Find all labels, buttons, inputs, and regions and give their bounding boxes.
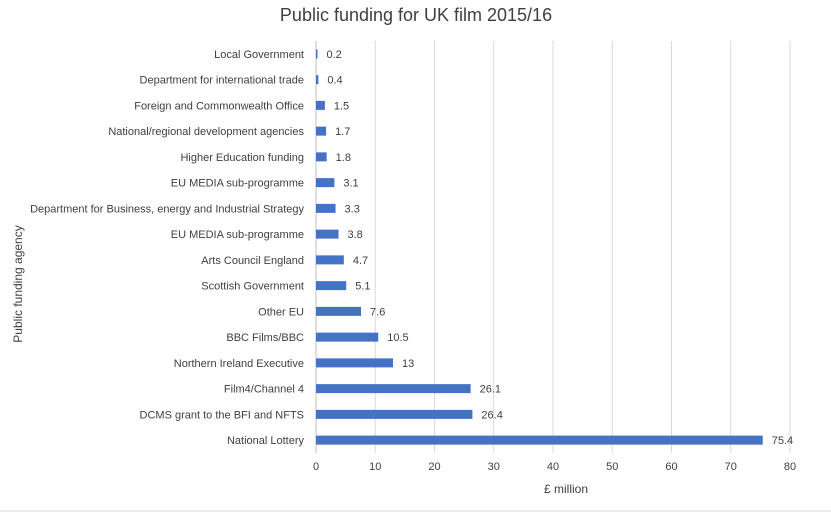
bar [316,229,339,239]
data-label: 1.8 [336,152,351,164]
bar [316,255,344,265]
data-label: 13 [402,358,414,370]
data-label: 26.4 [481,409,502,421]
bar [316,306,362,316]
data-label: 0.4 [327,75,342,87]
category-label: EU MEDIA sub-programme [171,229,304,241]
bar [316,49,318,59]
category-label: DCMS grant to the BFI and NFTS [140,409,304,421]
chart-title: Public funding for UK film 2015/16 [280,5,552,25]
bar [316,100,325,110]
data-label: 0.2 [327,49,342,61]
category-label: Local Government [214,49,304,61]
x-tick-label: 40 [547,461,559,473]
data-label: 3.8 [348,229,363,241]
category-label: BBC Films/BBC [226,332,304,344]
x-tick-label: 20 [428,461,440,473]
x-tick-label: 10 [369,461,381,473]
x-tick-label: 70 [725,461,737,473]
x-axis-title: £ million [544,482,588,496]
data-label: 75.4 [772,435,793,447]
category-label: Higher Education funding [180,152,304,164]
y-axis-title: Public funding agency [11,225,25,342]
bar [316,384,471,394]
category-label: EU MEDIA sub-programme [171,178,304,190]
category-label: Foreign and Commonwealth Office [134,100,304,112]
data-label: 26.1 [480,384,501,396]
data-label: 3.3 [345,203,360,215]
data-labels: 0.2 0.4 1.5 1.7 1.8 3.1 3.3 3.8 4.7 5.1 7.6 10.5 13 2… [327,49,794,447]
data-label: 10.5 [387,332,408,344]
data-label: 1.5 [334,100,349,112]
data-label: 4.7 [353,255,368,267]
data-label: 3.1 [343,178,358,190]
bar [316,126,327,136]
bar [316,75,319,85]
category-label: National/regional development agencies [108,126,304,138]
category-label: Northern Ireland Executive [174,358,304,370]
category-label: Other EU [258,306,304,318]
bar [316,332,379,342]
category-label: National Lottery [227,435,305,447]
category-label: Scottish Government [201,281,304,293]
category-label: Arts Council England [201,255,304,267]
grid-lines [315,41,791,453]
bar [316,281,347,291]
category-labels: Local Government Department for internati… [30,49,304,447]
data-label: 5.1 [355,281,370,293]
bar [316,409,473,419]
x-tick-labels: 0 10 20 30 40 50 60 70 80 [313,461,796,473]
bar [316,178,335,188]
x-tick-label: 30 [488,461,500,473]
category-label: Department for international trade [140,75,304,87]
x-tick-label: 80 [784,461,796,473]
data-label: 7.6 [370,306,385,318]
bar [316,435,763,445]
data-label: 1.7 [335,126,350,138]
bar [316,358,394,368]
category-label: Department for Business, energy and Indu… [30,203,304,215]
bar [316,152,327,162]
x-tick-label: 60 [665,461,677,473]
bar [316,203,336,213]
x-tick-label: 0 [313,461,319,473]
category-label: Film4/Channel 4 [224,384,304,396]
bars [316,49,763,445]
x-tick-label: 50 [606,461,618,473]
